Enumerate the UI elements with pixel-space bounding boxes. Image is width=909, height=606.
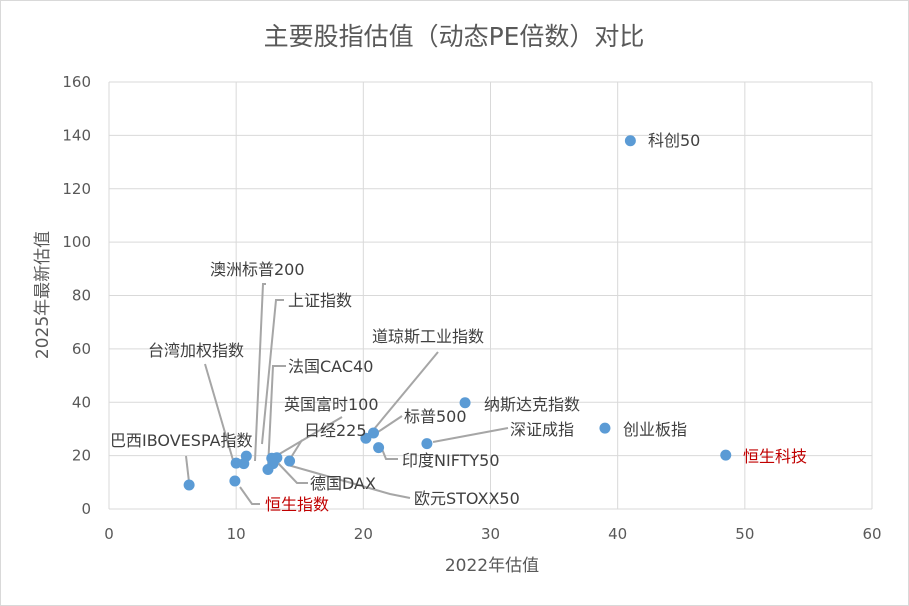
y-tick-label: 120 <box>62 180 91 198</box>
leader-line <box>289 439 303 460</box>
data-label: 深证成指 <box>510 420 574 439</box>
scatter-point <box>599 422 611 434</box>
data-label: 道琼斯工业指数 <box>372 327 484 346</box>
scatter-point <box>230 457 242 469</box>
data-label: 标普500 <box>404 407 467 426</box>
y-axis-ticks: 0 20 40 60 80 100 120 140 160 <box>62 73 91 518</box>
leader-line <box>275 416 343 457</box>
leader-line <box>204 363 234 461</box>
x-axis-ticks: 0 10 20 30 40 50 60 <box>104 525 881 543</box>
leader-line <box>377 415 403 433</box>
scatter-point <box>229 475 241 487</box>
y-tick-label: 20 <box>72 447 91 465</box>
x-tick-label: 40 <box>608 525 627 543</box>
leader-line <box>239 486 260 505</box>
data-label: 恒生科技 <box>743 447 807 466</box>
leader-line <box>277 462 308 484</box>
scatter-point <box>284 455 296 467</box>
scatter-point <box>368 427 380 439</box>
x-tick-label: 50 <box>735 525 754 543</box>
data-points <box>183 135 732 491</box>
y-tick-label: 40 <box>72 393 91 411</box>
leader-line <box>254 283 266 462</box>
leader-line <box>381 448 398 460</box>
x-tick-label: 10 <box>227 525 246 543</box>
y-tick-label: 60 <box>72 340 91 358</box>
label-leader-lines <box>185 283 509 505</box>
chart-title: 主要股指估值（动态PE倍数）对比 <box>264 22 645 51</box>
scatter-point <box>459 397 471 409</box>
data-label: 法国CAC40 <box>288 357 373 376</box>
data-label: 德国DAX <box>310 474 376 493</box>
data-label: 创业板指 <box>623 420 687 439</box>
data-label: 巴西IBOVESPA指数 <box>110 431 253 450</box>
scatter-point <box>720 449 732 461</box>
data-label: 上证指数 <box>288 291 352 310</box>
x-tick-label: 0 <box>104 525 114 543</box>
scatter-point <box>373 442 385 454</box>
y-tick-label: 0 <box>81 500 91 518</box>
x-tick-label: 20 <box>354 525 373 543</box>
y-axis-label: 2025年最新估值 <box>33 231 53 359</box>
leader-line <box>432 427 509 443</box>
leader-line <box>369 351 439 435</box>
leader-line <box>267 365 286 469</box>
gridlines <box>108 81 873 510</box>
data-label: 纳斯达克指数 <box>484 395 580 414</box>
y-tick-label: 160 <box>62 73 91 91</box>
scatter-point <box>421 438 433 450</box>
scatter-point <box>360 432 372 444</box>
x-tick-label: 60 <box>862 525 881 543</box>
leader-line <box>261 299 284 445</box>
data-label: 科创50 <box>648 131 700 150</box>
scatter-point <box>183 479 195 491</box>
data-label: 澳洲标普200 <box>210 260 305 279</box>
y-tick-label: 80 <box>72 287 91 305</box>
y-tick-label: 140 <box>62 126 91 144</box>
leader-line <box>185 455 190 483</box>
y-tick-label: 100 <box>62 233 91 251</box>
x-tick-label: 30 <box>481 525 500 543</box>
scatter-point <box>624 135 636 147</box>
scatter-point <box>262 464 274 476</box>
data-label: 恒生指数 <box>265 495 329 514</box>
x-axis-label: 2022年估值 <box>445 556 539 576</box>
data-label: 台湾加权指数 <box>148 341 244 360</box>
data-label: 印度NIFTY50 <box>402 451 500 470</box>
data-label: 欧元STOXX50 <box>414 489 520 508</box>
data-label: 日经225 <box>304 421 367 440</box>
data-label: 英国富时100 <box>284 395 379 414</box>
leader-line <box>287 464 411 499</box>
